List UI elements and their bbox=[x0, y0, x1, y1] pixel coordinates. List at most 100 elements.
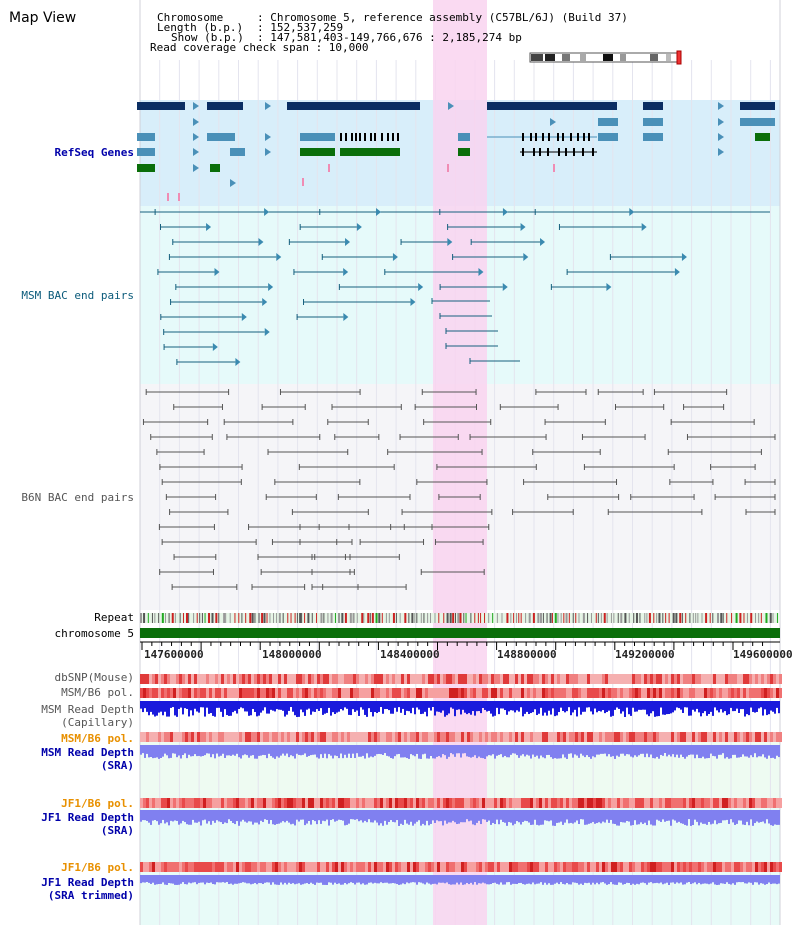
repeat-mark bbox=[215, 613, 218, 623]
heat-cell bbox=[644, 688, 647, 698]
heat-cell bbox=[395, 732, 398, 742]
heat-cell bbox=[725, 862, 728, 872]
read-depth-bar bbox=[420, 810, 422, 826]
heat-cell bbox=[392, 674, 395, 684]
read-depth-bar bbox=[554, 701, 556, 717]
read-depth-bar bbox=[648, 701, 650, 717]
read-depth-bar bbox=[382, 701, 384, 714]
heat-cell bbox=[674, 688, 677, 698]
read-depth-bar bbox=[706, 875, 708, 884]
heat-cell bbox=[707, 688, 710, 698]
read-depth-bar bbox=[314, 810, 316, 822]
heat-cell bbox=[773, 674, 776, 684]
read-depth-bar bbox=[308, 810, 310, 821]
heat-cell bbox=[287, 798, 290, 808]
heat-cell bbox=[377, 688, 380, 698]
read-depth-bar bbox=[362, 875, 364, 884]
refseq-exon bbox=[582, 148, 584, 156]
read-depth-bar bbox=[672, 875, 674, 883]
heat-cell bbox=[662, 732, 665, 742]
heat-cell bbox=[407, 798, 410, 808]
heat-cell bbox=[710, 674, 713, 684]
read-depth-bar bbox=[178, 875, 180, 885]
read-depth-bar bbox=[384, 875, 386, 883]
read-depth-bar bbox=[642, 875, 644, 883]
read-depth-bar bbox=[520, 701, 522, 708]
heat-cell bbox=[389, 798, 392, 808]
heat-cell bbox=[452, 798, 455, 808]
read-depth-bar bbox=[570, 701, 572, 716]
read-depth-bar bbox=[610, 810, 612, 820]
read-depth-bar bbox=[590, 701, 592, 712]
heat-cell bbox=[260, 688, 263, 698]
read-depth-bar bbox=[372, 875, 374, 884]
heat-cell bbox=[257, 688, 260, 698]
read-depth-bar bbox=[506, 810, 508, 826]
heat-cell bbox=[242, 688, 245, 698]
read-depth-bar bbox=[466, 875, 468, 883]
heat-cell bbox=[398, 732, 401, 742]
heat-cell bbox=[770, 674, 773, 684]
heat-cell bbox=[287, 674, 290, 684]
heat-cell bbox=[212, 732, 215, 742]
read-depth-bar bbox=[618, 745, 620, 757]
read-depth-bar bbox=[532, 701, 534, 713]
heat-cell bbox=[521, 798, 524, 808]
read-depth-bar bbox=[280, 701, 282, 710]
read-depth-bar bbox=[160, 745, 162, 758]
heat-cell bbox=[176, 732, 179, 742]
track-label-msm-bac[interactable]: MSM BAC end pairs bbox=[21, 289, 134, 302]
heat-cell bbox=[467, 674, 470, 684]
read-depth-bar bbox=[652, 810, 654, 826]
heat-cell bbox=[572, 732, 575, 742]
read-depth-bar bbox=[690, 745, 692, 755]
read-depth-bar bbox=[614, 875, 616, 885]
read-depth-bar bbox=[516, 701, 518, 711]
heat-cell bbox=[572, 674, 575, 684]
read-depth-bar bbox=[626, 745, 628, 755]
heat-cell bbox=[764, 798, 767, 808]
heat-cell bbox=[224, 862, 227, 872]
heat-cell bbox=[413, 732, 416, 742]
repeat-mark bbox=[201, 613, 203, 623]
track-label-b6n-bac[interactable]: B6N BAC end pairs bbox=[21, 491, 134, 504]
read-depth-bar bbox=[540, 745, 542, 756]
heat-cell bbox=[401, 798, 404, 808]
read-depth-bar bbox=[200, 810, 202, 826]
read-depth-bar bbox=[648, 810, 650, 821]
repeat-mark bbox=[653, 613, 655, 623]
heat-cell bbox=[149, 688, 152, 698]
heat-cell bbox=[377, 674, 380, 684]
read-depth-bar bbox=[238, 875, 240, 884]
heat-cell bbox=[224, 688, 227, 698]
read-depth-bar bbox=[192, 810, 194, 820]
heat-cell bbox=[521, 862, 524, 872]
read-depth-bar bbox=[554, 810, 556, 826]
read-depth-bar bbox=[234, 701, 236, 711]
read-depth-bar bbox=[492, 875, 494, 883]
read-depth-bar bbox=[184, 745, 186, 754]
heat-cell bbox=[335, 732, 338, 742]
heat-cell bbox=[380, 798, 383, 808]
heat-cell bbox=[464, 674, 467, 684]
info-coverage-line: Read coverage check span : 10,000 bbox=[150, 41, 369, 54]
heat-cell bbox=[380, 674, 383, 684]
read-depth-bar bbox=[748, 701, 750, 716]
heat-cell bbox=[305, 798, 308, 808]
heat-cell bbox=[437, 798, 440, 808]
heat-cell bbox=[518, 862, 521, 872]
ideogram-band bbox=[666, 54, 671, 61]
heat-cell bbox=[143, 798, 146, 808]
heat-cell bbox=[533, 798, 536, 808]
heat-cell bbox=[161, 674, 164, 684]
heat-cell bbox=[563, 798, 566, 808]
heat-cell bbox=[635, 674, 638, 684]
heat-cell bbox=[197, 674, 200, 684]
heat-cell bbox=[605, 688, 608, 698]
heat-cell bbox=[752, 862, 755, 872]
read-depth-bar bbox=[482, 875, 484, 883]
track-label-jf1-depth-sra-sub: (SRA) bbox=[100, 824, 134, 837]
track-label-refseq[interactable]: RefSeq Genes bbox=[54, 146, 134, 159]
heat-cell bbox=[410, 688, 413, 698]
